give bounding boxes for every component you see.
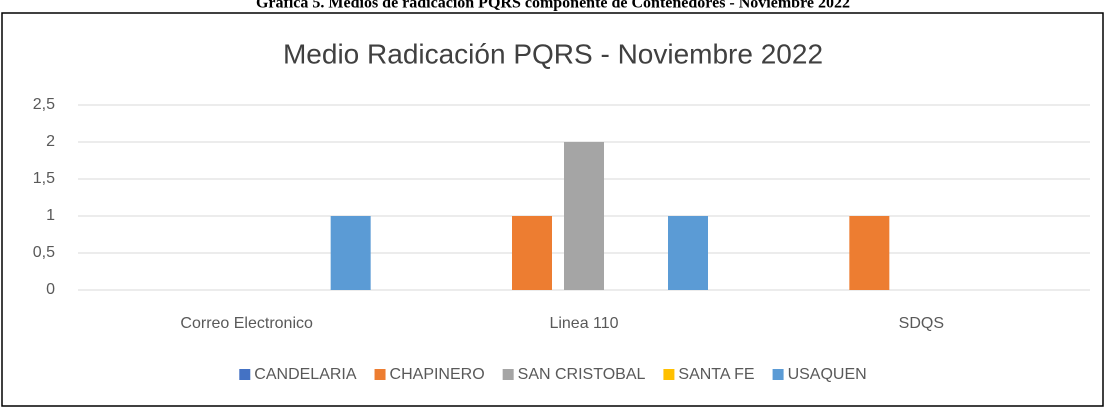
y-tick-label: 2 <box>46 133 55 150</box>
y-tick-label: 0 <box>46 281 55 298</box>
legend-swatch <box>239 369 251 380</box>
legend-label: CHAPINERO <box>390 366 485 383</box>
y-tick-label: 1,5 <box>33 170 55 187</box>
x-tick-label: Linea 110 <box>549 315 618 332</box>
legend-label: SAN CRISTOBAL <box>518 366 646 383</box>
legend-label: USAQUEN <box>788 366 867 383</box>
caption: Gráfica 5. Medios de radicación PQRS com… <box>256 0 850 12</box>
chart-title: Medio Radicación PQRS - Noviembre 2022 <box>283 38 823 69</box>
y-tick-label: 1 <box>46 207 55 224</box>
x-tick-label: Correo Electronico <box>180 315 313 332</box>
bar <box>512 216 552 290</box>
bar <box>849 216 890 290</box>
bar <box>330 216 371 290</box>
bar <box>564 142 604 290</box>
legend-swatch <box>374 369 386 380</box>
y-tick-label: 2,5 <box>33 96 55 113</box>
legend-label: SANTA FE <box>678 366 754 383</box>
y-tick-label: 0,5 <box>33 244 55 261</box>
legend-swatch <box>502 369 514 380</box>
legend-swatch <box>772 369 784 380</box>
x-tick-label: SDQS <box>899 315 944 332</box>
chart-frame <box>1 12 1104 407</box>
legend-swatch <box>663 369 675 380</box>
legend-label: CANDELARIA <box>254 366 357 383</box>
bar <box>668 216 708 290</box>
